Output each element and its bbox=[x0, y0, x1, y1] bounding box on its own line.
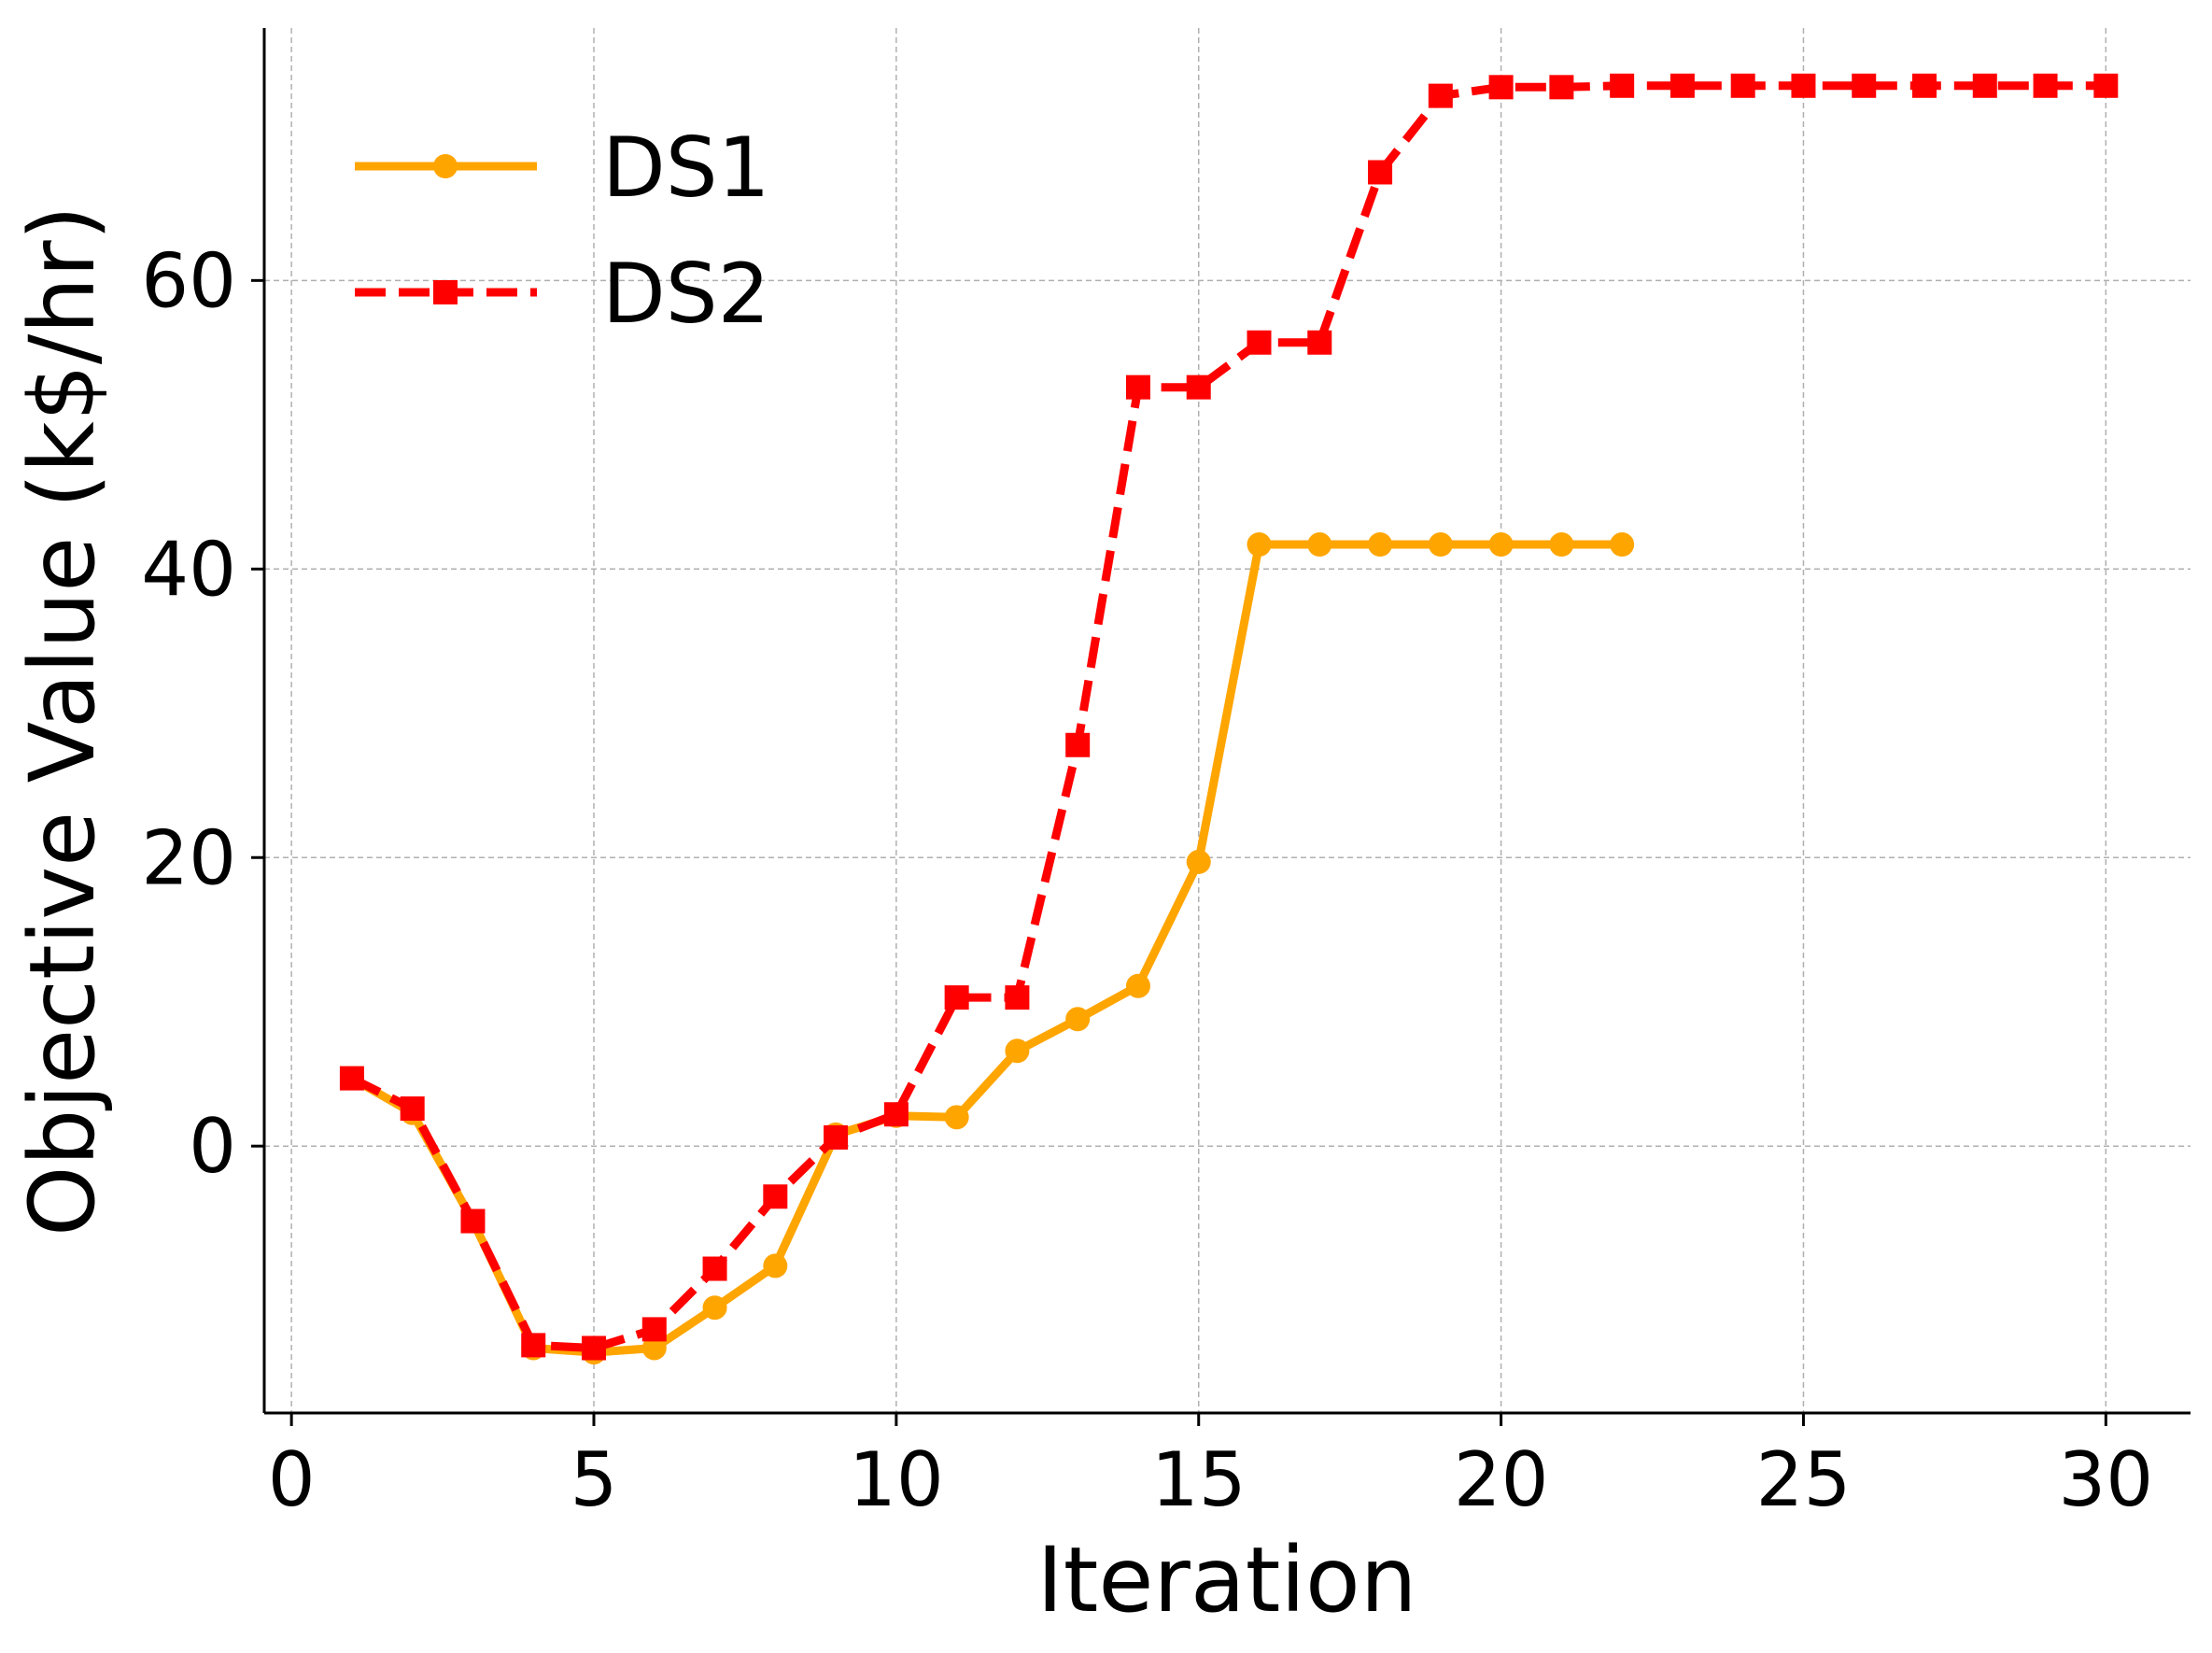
point-ds1 bbox=[1005, 1038, 1030, 1064]
axes bbox=[262, 28, 2191, 1415]
y-tick-label: 40 bbox=[141, 526, 236, 613]
point-ds2 bbox=[2093, 73, 2119, 98]
legend-marker-ds2 bbox=[433, 280, 458, 304]
point-ds1 bbox=[763, 1253, 788, 1279]
point-ds2 bbox=[1065, 732, 1091, 757]
y-tick-label: 20 bbox=[141, 814, 236, 901]
legend-label-ds2: DS2 bbox=[602, 246, 770, 342]
point-ds2 bbox=[1247, 330, 1272, 355]
point-ds2 bbox=[1791, 73, 1816, 98]
gridlines bbox=[264, 28, 2191, 1413]
x-tick-label: 20 bbox=[1454, 1436, 1549, 1523]
point-ds1 bbox=[641, 1335, 667, 1361]
point-ds2 bbox=[400, 1096, 425, 1122]
ticks: 0 5 10 15 20 25 30 0 20 40 60 bbox=[141, 237, 2153, 1523]
x-tick-label: 5 bbox=[571, 1436, 618, 1523]
point-ds2 bbox=[1610, 73, 1635, 98]
point-ds1 bbox=[1368, 532, 1393, 558]
point-ds2 bbox=[1670, 73, 1695, 98]
point-ds1 bbox=[1488, 532, 1514, 558]
point-ds2 bbox=[582, 1335, 607, 1361]
point-ds1 bbox=[1549, 532, 1574, 558]
point-ds1 bbox=[1065, 1007, 1091, 1032]
point-ds2 bbox=[883, 1102, 909, 1127]
point-ds2 bbox=[1428, 83, 1453, 108]
point-ds2 bbox=[1005, 985, 1030, 1010]
point-ds2 bbox=[641, 1317, 667, 1342]
point-ds1 bbox=[1610, 532, 1635, 558]
point-ds1 bbox=[1428, 532, 1453, 558]
point-ds2 bbox=[521, 1333, 546, 1358]
point-ds1 bbox=[1307, 532, 1332, 558]
x-tick-label: 30 bbox=[2058, 1436, 2153, 1523]
x-axis-title: Iteration bbox=[1036, 1528, 1416, 1632]
point-ds1 bbox=[1247, 532, 1272, 558]
point-ds2 bbox=[1368, 160, 1393, 185]
point-ds2 bbox=[1730, 73, 1755, 98]
point-ds2 bbox=[702, 1256, 727, 1281]
point-ds2 bbox=[1307, 330, 1332, 355]
point-ds1 bbox=[702, 1295, 727, 1321]
y-axis-title: Objective Value (k$/hr) bbox=[10, 205, 115, 1236]
y-tick-label: 60 bbox=[141, 237, 236, 324]
legend-label-ds1: DS1 bbox=[602, 120, 770, 216]
series-ds1 bbox=[339, 532, 1635, 1365]
point-ds2 bbox=[339, 1066, 364, 1091]
point-ds2 bbox=[824, 1124, 849, 1150]
point-ds2 bbox=[460, 1208, 486, 1234]
x-tick-label: 15 bbox=[1151, 1436, 1247, 1523]
series-line-ds1 bbox=[349, 540, 1623, 1357]
point-ds2 bbox=[1488, 75, 1514, 100]
point-ds2 bbox=[1125, 374, 1150, 400]
point-ds2 bbox=[763, 1184, 788, 1209]
point-ds1 bbox=[1186, 849, 1211, 874]
point-ds1 bbox=[944, 1105, 969, 1130]
series-layer bbox=[339, 73, 2119, 1365]
point-ds2 bbox=[1972, 73, 1997, 98]
point-ds2 bbox=[1912, 73, 1937, 98]
point-ds1 bbox=[1125, 973, 1150, 998]
y-tick-label: 0 bbox=[189, 1103, 236, 1190]
point-ds2 bbox=[1549, 75, 1574, 100]
x-tick-label: 25 bbox=[1756, 1436, 1852, 1523]
legend-item-ds1: DS1 bbox=[355, 120, 770, 216]
point-ds2 bbox=[944, 985, 969, 1010]
point-ds2 bbox=[2033, 73, 2058, 98]
legend-marker-ds1 bbox=[433, 154, 458, 178]
point-ds2 bbox=[1852, 73, 1877, 98]
series-ds2 bbox=[339, 73, 2119, 1361]
legend-item-ds2: DS2 bbox=[355, 246, 770, 342]
x-tick-label: 0 bbox=[268, 1436, 316, 1523]
point-ds2 bbox=[1186, 374, 1211, 400]
x-tick-label: 10 bbox=[849, 1436, 944, 1523]
